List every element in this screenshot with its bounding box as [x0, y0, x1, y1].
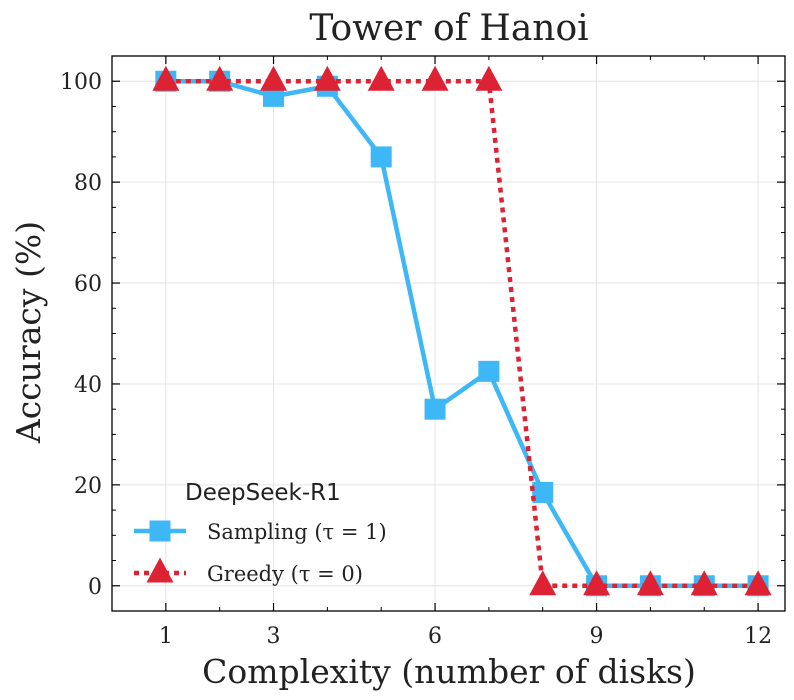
tick-labels: 1 3 6 9 12 0 20 40 60 80 100: [60, 70, 772, 649]
legend-label-1: Greedy (τ = 0): [207, 562, 363, 586]
y-axis-label: Accuracy (%): [9, 221, 48, 444]
x-tick-label-3: 3: [267, 624, 281, 649]
data-point-greedy-9: [583, 570, 611, 596]
chart-title: Tower of Hanoi: [309, 8, 588, 49]
data-point-sampling-7: [478, 360, 500, 382]
data-point-greedy-5: [367, 65, 395, 91]
x-tick-label-12: 12: [744, 624, 772, 649]
data-point-greedy-3: [260, 65, 288, 91]
y-tick-label-100: 100: [60, 70, 102, 95]
x-tick-label-9: 9: [590, 624, 604, 649]
plot-frame: [111, 55, 786, 612]
data-point-sampling-8: [532, 481, 554, 503]
x-axis-label: Complexity (number of disks): [202, 652, 696, 691]
y-tick-label-20: 20: [74, 474, 102, 499]
ticks: [112, 56, 785, 611]
y-tick-label-40: 40: [74, 373, 102, 398]
data-point-greedy-10: [636, 570, 664, 596]
data-point-sampling-5: [370, 146, 392, 168]
data-point-greedy-1: [152, 65, 180, 91]
legend: DeepSeek-R1 Sampling (τ = 1) Greedy (τ = 0…: [134, 480, 387, 586]
data-point-greedy-11: [690, 570, 718, 596]
y-tick-label-60: 60: [74, 272, 102, 297]
y-tick-label-80: 80: [74, 171, 102, 196]
legend-title: DeepSeek-R1: [185, 480, 341, 506]
data-point-greedy-6: [421, 65, 449, 91]
data-point-greedy-8: [529, 570, 557, 596]
x-tick-label-1: 1: [159, 624, 173, 649]
series-sampling: [155, 70, 769, 597]
data-point-sampling-6: [424, 398, 446, 420]
legend-marker-1: [146, 557, 174, 583]
data-point-greedy-7: [475, 65, 503, 91]
data-point-greedy-12: [744, 570, 772, 596]
series-line-sampling: [165, 78, 759, 589]
series-greedy: [152, 65, 772, 596]
series-layer: [152, 65, 772, 597]
series-line-greedy: [165, 78, 759, 589]
x-tick-label-6: 6: [428, 624, 442, 649]
legend-marker-0: [149, 520, 171, 542]
data-point-greedy-2: [206, 65, 234, 91]
data-point-sampling-3: [263, 85, 285, 107]
legend-label-0: Sampling (τ = 1): [207, 520, 387, 544]
y-tick-label-0: 0: [88, 575, 102, 600]
data-point-greedy-4: [313, 65, 341, 91]
